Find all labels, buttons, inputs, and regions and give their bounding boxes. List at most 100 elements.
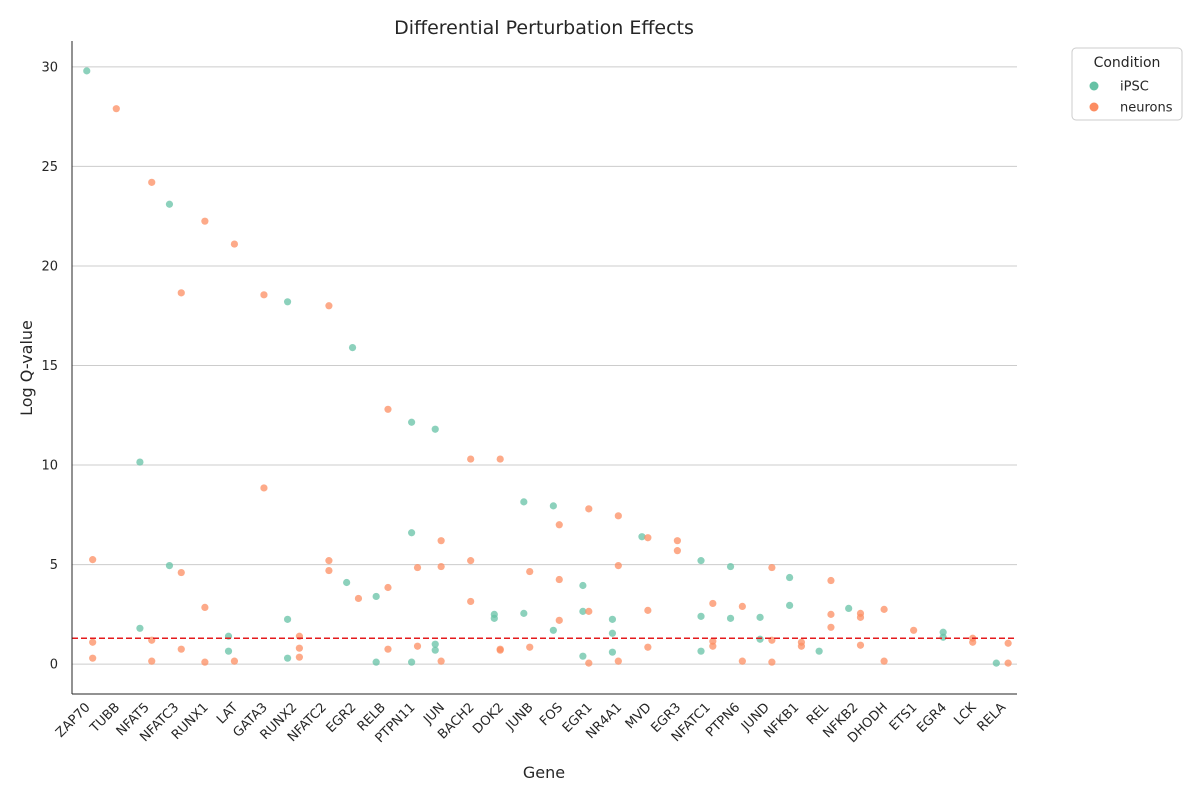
data-point-neurons xyxy=(969,638,977,646)
data-point-ipsc xyxy=(697,647,705,655)
data-point-neurons xyxy=(384,583,392,592)
data-point-neurons xyxy=(585,505,593,513)
data-point-neurons xyxy=(413,563,422,572)
x-axis-label: Gene xyxy=(523,763,565,782)
data-point-ipsc xyxy=(83,67,91,75)
data-point-neurons xyxy=(856,641,865,649)
legend-label-ipsc: iPSC xyxy=(1120,80,1149,95)
data-point-neurons xyxy=(585,607,593,615)
data-point-neurons xyxy=(148,657,156,665)
data-point-neurons xyxy=(177,568,185,577)
data-point-neurons xyxy=(325,557,333,565)
data-point-neurons xyxy=(585,659,593,667)
data-point-neurons xyxy=(614,561,622,570)
data-point-neurons xyxy=(614,657,622,665)
data-point-neurons xyxy=(880,605,888,613)
data-point-ipsc xyxy=(283,615,292,623)
data-point-ipsc xyxy=(608,629,617,637)
data-point-ipsc xyxy=(726,562,735,571)
legend-label-neurons: neurons xyxy=(1120,101,1173,116)
x-tick-label: ZAP70 xyxy=(53,700,93,740)
data-point-ipsc xyxy=(343,578,351,587)
data-point-neurons xyxy=(644,643,652,651)
data-point-neurons xyxy=(673,547,681,555)
legend-title: Condition xyxy=(1094,55,1161,71)
data-point-neurons xyxy=(644,606,652,614)
data-point-neurons xyxy=(325,302,333,310)
x-tick-label: PTPN6 xyxy=(703,700,743,740)
x-tick-label: DOK2 xyxy=(470,700,507,737)
data-point-neurons xyxy=(148,178,156,186)
data-point-neurons xyxy=(827,623,835,631)
data-point-neurons xyxy=(738,602,746,611)
data-point-ipsc xyxy=(579,581,587,590)
data-point-neurons xyxy=(555,575,563,584)
data-point-neurons xyxy=(201,603,209,611)
data-point-ipsc xyxy=(520,498,528,506)
y-tick-label: 5 xyxy=(50,558,58,573)
data-point-neurons xyxy=(496,455,504,463)
data-point-neurons xyxy=(738,657,746,665)
data-point-ipsc xyxy=(756,613,764,621)
data-point-ipsc xyxy=(490,614,498,622)
data-point-neurons xyxy=(354,594,363,603)
data-point-neurons xyxy=(295,644,303,652)
data-point-neurons xyxy=(295,653,303,661)
data-point-neurons xyxy=(230,657,239,665)
chart-title: Differential Perturbation Effects xyxy=(394,17,694,39)
data-point-neurons xyxy=(880,657,888,665)
data-point-ipsc xyxy=(224,647,233,655)
legend-items: iPSC neurons xyxy=(1089,80,1173,116)
data-point-ipsc xyxy=(939,628,947,636)
y-tick-label: 30 xyxy=(41,60,58,75)
data-point-neurons xyxy=(260,291,268,299)
data-point-neurons xyxy=(526,567,534,576)
data-point-neurons xyxy=(797,642,806,650)
gridlines xyxy=(72,66,1017,665)
x-tick-label: EGR2 xyxy=(324,700,360,736)
data-point-neurons xyxy=(467,455,475,463)
data-point-neurons xyxy=(112,105,120,113)
data-point-neurons xyxy=(177,289,185,297)
data-point-neurons xyxy=(384,645,392,653)
data-point-neurons xyxy=(856,613,865,621)
data-point-neurons xyxy=(768,658,776,666)
legend-box xyxy=(1071,47,1183,121)
data-point-neurons xyxy=(709,642,717,650)
data-points xyxy=(83,67,1012,667)
data-point-neurons xyxy=(177,645,185,653)
data-point-ipsc xyxy=(786,573,794,582)
data-point-ipsc xyxy=(372,658,380,666)
data-point-ipsc xyxy=(348,343,357,352)
data-point-neurons xyxy=(437,657,445,665)
data-point-ipsc xyxy=(549,502,557,510)
data-point-neurons xyxy=(526,643,534,651)
data-point-ipsc xyxy=(408,418,416,426)
data-point-ipsc xyxy=(786,601,794,610)
data-point-ipsc xyxy=(431,646,439,654)
data-point-ipsc xyxy=(136,624,144,632)
data-point-ipsc xyxy=(165,200,174,208)
data-point-ipsc xyxy=(608,648,617,656)
data-point-neurons xyxy=(89,638,97,646)
data-point-neurons xyxy=(467,597,475,606)
data-point-ipsc xyxy=(815,647,823,655)
data-point-ipsc xyxy=(283,298,292,306)
data-point-ipsc xyxy=(408,658,416,666)
legend-marker-ipsc xyxy=(1089,81,1099,91)
data-point-neurons xyxy=(644,534,652,542)
x-tick-label: RELA xyxy=(975,700,1009,734)
data-point-neurons xyxy=(496,646,504,654)
data-point-neurons xyxy=(413,642,422,650)
legend: Condition iPSC neurons xyxy=(1071,47,1183,121)
data-point-neurons xyxy=(709,637,717,645)
data-point-ipsc xyxy=(992,659,1000,667)
data-point-ipsc xyxy=(579,652,587,660)
data-point-neurons xyxy=(201,217,209,225)
data-point-ipsc xyxy=(697,612,705,620)
x-tick-label: EGR4 xyxy=(914,700,950,736)
data-point-ipsc xyxy=(520,609,528,617)
data-point-neurons xyxy=(614,512,622,520)
